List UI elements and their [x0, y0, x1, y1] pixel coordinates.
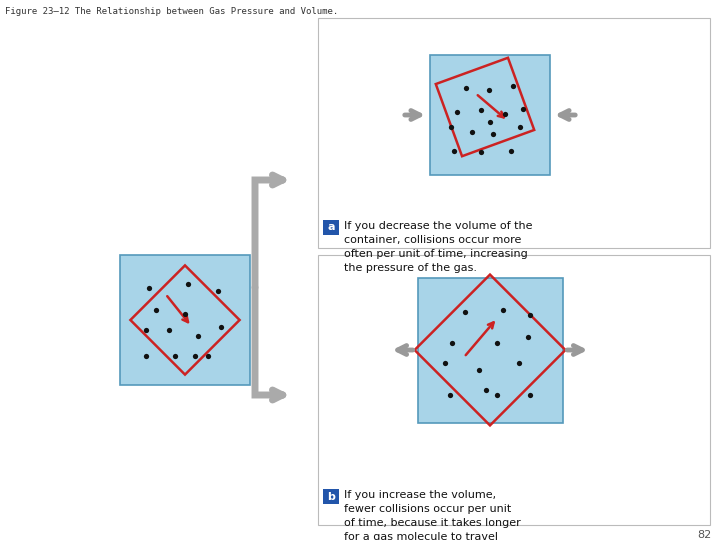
- Bar: [120, 255, 250, 385]
- Text: If you increase the volume,
fewer collisions occur per unit
of time, because it : If you increase the volume, fewer collis…: [344, 490, 521, 540]
- Bar: [318, 255, 710, 525]
- FancyBboxPatch shape: [323, 220, 339, 235]
- Text: b: b: [327, 491, 335, 502]
- Text: If you decrease the volume of the
container, collisions occur more
often per uni: If you decrease the volume of the contai…: [344, 221, 533, 273]
- Text: a: a: [328, 222, 335, 233]
- Bar: [318, 18, 710, 248]
- Bar: [430, 55, 550, 175]
- Text: Figure 23–12 The Relationship between Gas Pressure and Volume.: Figure 23–12 The Relationship between Ga…: [5, 7, 338, 16]
- Bar: [418, 278, 562, 422]
- Text: 82: 82: [698, 530, 712, 540]
- FancyBboxPatch shape: [323, 489, 339, 504]
